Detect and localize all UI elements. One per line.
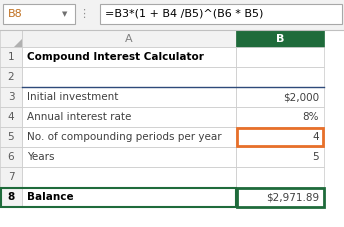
Bar	[237, 128, 323, 146]
Text: 1: 1	[8, 52, 14, 62]
Bar	[236, 67, 324, 87]
Text: 4: 4	[8, 112, 14, 122]
Bar	[22, 30, 236, 47]
Bar	[0, 127, 22, 147]
Bar	[236, 30, 324, 47]
Bar	[0, 30, 22, 47]
Bar	[236, 47, 324, 67]
Text: Balance: Balance	[27, 192, 74, 202]
Text: 5: 5	[8, 132, 14, 142]
Bar	[22, 147, 236, 167]
Text: ▼: ▼	[62, 11, 68, 17]
Bar	[237, 188, 323, 207]
Bar	[3, 4, 75, 24]
Bar	[100, 4, 342, 24]
Text: =B3*(1 + B4 /B5)^(B6 * B5): =B3*(1 + B4 /B5)^(B6 * B5)	[105, 9, 264, 19]
Text: B: B	[276, 34, 284, 44]
Bar	[236, 147, 324, 167]
Text: 4: 4	[312, 132, 319, 142]
Text: 8: 8	[7, 192, 15, 202]
Text: Compound Interest Calculator: Compound Interest Calculator	[27, 52, 204, 62]
Text: B8: B8	[8, 9, 23, 19]
Bar	[22, 87, 236, 107]
Bar	[22, 187, 236, 207]
Bar	[22, 47, 236, 67]
Text: $2,971.89: $2,971.89	[266, 192, 319, 202]
Bar	[22, 167, 236, 187]
Text: 7: 7	[8, 172, 14, 182]
Text: $2,000: $2,000	[283, 92, 319, 102]
Bar	[0, 188, 236, 207]
Bar	[236, 167, 324, 187]
Bar	[0, 0, 344, 30]
Text: 5: 5	[312, 152, 319, 162]
Bar	[0, 87, 22, 107]
Text: A: A	[125, 34, 133, 44]
Text: ⋮: ⋮	[78, 9, 89, 19]
Bar	[22, 127, 236, 147]
Text: 3: 3	[8, 92, 14, 102]
Text: 2: 2	[8, 72, 14, 82]
Text: Initial investment: Initial investment	[27, 92, 118, 102]
Bar	[0, 167, 22, 187]
Text: Years: Years	[27, 152, 54, 162]
Text: 8%: 8%	[302, 112, 319, 122]
Bar	[236, 87, 324, 107]
Bar	[0, 47, 22, 67]
Bar	[236, 187, 324, 207]
Bar	[22, 67, 236, 87]
Text: 6: 6	[8, 152, 14, 162]
Bar	[0, 147, 22, 167]
Bar	[0, 67, 22, 87]
Polygon shape	[14, 39, 22, 47]
Text: Annual interest rate: Annual interest rate	[27, 112, 131, 122]
Bar	[236, 127, 324, 147]
Bar	[236, 107, 324, 127]
Bar	[22, 107, 236, 127]
Bar	[0, 107, 22, 127]
Bar	[0, 187, 22, 207]
Text: No. of compounding periods per year: No. of compounding periods per year	[27, 132, 222, 142]
